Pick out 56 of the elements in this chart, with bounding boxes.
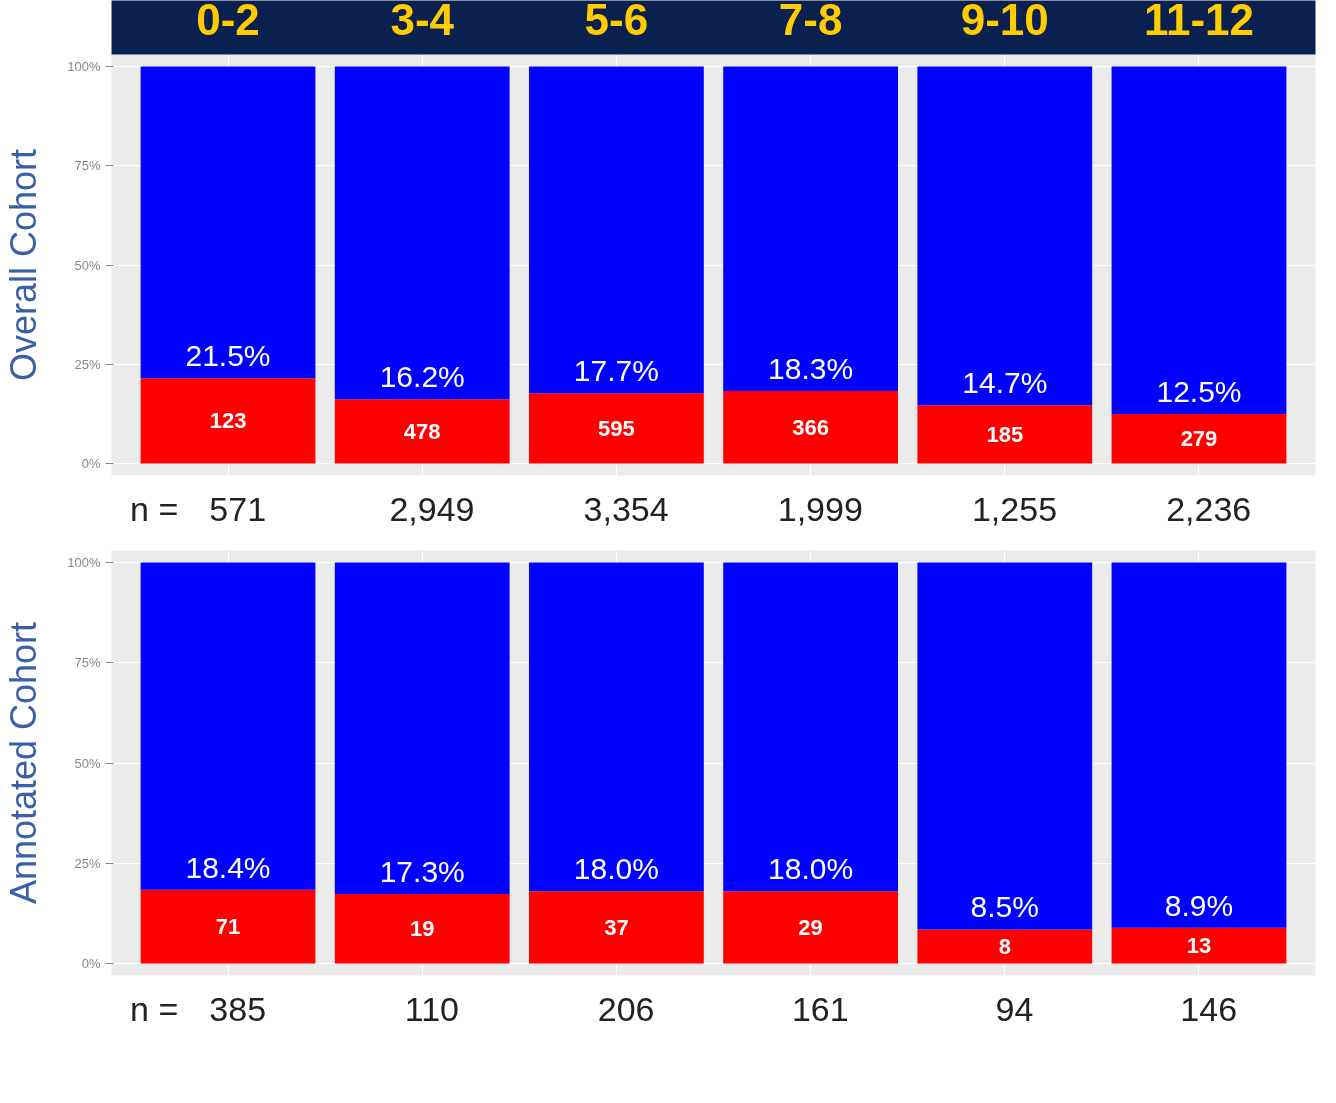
- data-label: 18.0%: [573, 852, 659, 886]
- y-axis-title: Annotated Cohort: [3, 621, 45, 905]
- data-label: 14.7%: [962, 366, 1048, 400]
- text: n =: [130, 489, 179, 528]
- data-label: 12.5%: [1156, 374, 1242, 408]
- data-label: 18.4%: [185, 850, 271, 884]
- data-label: 18.0%: [768, 852, 854, 886]
- text: 2,949: [389, 489, 475, 528]
- annotation: 71: [215, 914, 241, 940]
- y-tick-label: 25%: [74, 356, 101, 372]
- y-tick-label: 50%: [74, 257, 101, 273]
- data-label: 8.9%: [1164, 888, 1234, 922]
- text: 2,236: [1166, 489, 1252, 528]
- text: 94: [995, 989, 1034, 1028]
- x-tick-label: 3-4: [390, 0, 455, 44]
- data-label: 21.5%: [185, 339, 271, 373]
- text: 206: [597, 989, 655, 1028]
- y-tick-label: 50%: [74, 755, 101, 771]
- x-tick-label: 9-10: [960, 0, 1049, 44]
- data-label: 17.3%: [379, 855, 465, 889]
- annotation: 595: [598, 415, 635, 441]
- annotation: 185: [986, 421, 1024, 447]
- annotation: 29: [798, 914, 823, 940]
- text: 3,354: [583, 489, 669, 528]
- y-tick-label: 75%: [74, 158, 101, 174]
- data-label: 18.3%: [768, 351, 854, 385]
- text: 571: [209, 489, 267, 528]
- annotation: 8: [998, 933, 1011, 959]
- annotation: 13: [1186, 933, 1212, 959]
- text: 146: [1180, 989, 1238, 1028]
- y-tick-label: 25%: [74, 855, 101, 871]
- x-tick-label: 5-6: [584, 0, 649, 44]
- annotation: 478: [403, 418, 441, 444]
- y-axis-title: Overall Cohort: [3, 148, 45, 382]
- text: 161: [791, 989, 849, 1028]
- text: 110: [404, 989, 460, 1028]
- text: 1,999: [777, 489, 863, 528]
- annotation: 366: [792, 414, 829, 440]
- annotation: 37: [604, 914, 629, 940]
- annotation: 279: [1180, 426, 1218, 452]
- text: n =: [130, 989, 179, 1028]
- y-tick-label: 0%: [81, 955, 101, 971]
- data-label: 8.5%: [970, 890, 1039, 924]
- y-tick-label: 0%: [81, 456, 101, 472]
- annotation: 123: [209, 408, 247, 434]
- text: 385: [209, 989, 267, 1028]
- y-tick-label: 75%: [74, 655, 101, 671]
- text: 1,255: [971, 489, 1058, 528]
- x-tick-label: 0-2: [196, 0, 260, 44]
- y-tick-label: 100%: [67, 58, 101, 74]
- y-tick-label: 100%: [67, 555, 101, 571]
- x-tick-label: 11-12: [1143, 0, 1255, 44]
- data-label: 17.7%: [573, 354, 659, 388]
- x-tick-label: 7-8: [778, 0, 843, 44]
- data-label: 16.2%: [379, 360, 465, 394]
- annotation: 19: [409, 916, 435, 942]
